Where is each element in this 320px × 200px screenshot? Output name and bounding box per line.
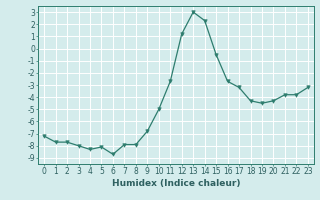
X-axis label: Humidex (Indice chaleur): Humidex (Indice chaleur) (112, 179, 240, 188)
